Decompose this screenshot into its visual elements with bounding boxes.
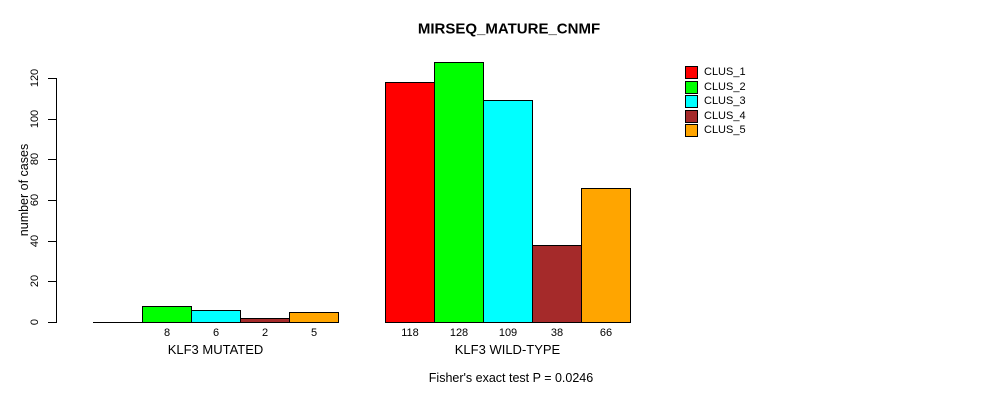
bar-value-label: 6 xyxy=(212,327,220,339)
legend-swatch xyxy=(685,124,698,137)
y-tick xyxy=(48,159,57,160)
bar-value-label: 2 xyxy=(261,327,269,339)
bar-value-label: 128 xyxy=(449,327,469,339)
legend-item: CLUS_2 xyxy=(685,80,746,94)
y-tick-label: 0 xyxy=(29,318,41,326)
bar xyxy=(385,82,435,323)
y-tick xyxy=(48,200,57,201)
bar xyxy=(289,312,339,323)
legend-item: CLUS_3 xyxy=(685,95,746,108)
y-tick-label: 120 xyxy=(29,68,41,88)
group-label: KLF3 WILD-TYPE xyxy=(454,342,561,357)
legend-item: CLUS_1 xyxy=(685,66,746,79)
bar xyxy=(191,310,241,323)
y-tick-label: 60 xyxy=(29,193,41,207)
y-tick xyxy=(48,241,57,242)
legend-label: CLUS_2 xyxy=(704,80,746,93)
legend-label: CLUS_1 xyxy=(704,66,746,78)
bar-value-label: 66 xyxy=(599,327,613,339)
bar-value-label: 38 xyxy=(550,327,564,339)
bar xyxy=(483,100,533,323)
legend-swatch xyxy=(685,109,698,123)
y-tick-label: 40 xyxy=(29,234,41,248)
bar xyxy=(93,322,143,323)
y-tick-label: 20 xyxy=(29,274,41,288)
legend: CLUS_1 CLUS_2 CLUS_3 CLUS_4 CLUS_5 xyxy=(685,66,746,137)
legend-label: CLUS_3 xyxy=(704,95,746,107)
bar-value-label: 8 xyxy=(163,327,171,339)
y-tick xyxy=(48,119,57,120)
chart-title: MIRSEQ_MATURE_CNMF xyxy=(417,20,601,38)
y-tick xyxy=(48,322,57,323)
legend-swatch xyxy=(685,95,698,108)
y-tick-label: 80 xyxy=(29,152,41,166)
y-tick-label: 100 xyxy=(29,109,41,129)
bar-value-label: 109 xyxy=(498,327,518,339)
legend-swatch xyxy=(685,66,698,79)
group-label: KLF3 MUTATED xyxy=(167,342,264,357)
y-tick xyxy=(48,281,57,282)
bar-value-label: 118 xyxy=(401,327,419,339)
legend-label: CLUS_4 xyxy=(704,109,746,122)
legend-item: CLUS_5 xyxy=(685,124,746,137)
legend-item: CLUS_4 xyxy=(685,109,746,123)
fisher-test-annotation: Fisher's exact test P = 0.0246 xyxy=(428,371,594,385)
bar-value-label: 5 xyxy=(310,327,318,339)
bar xyxy=(142,306,192,323)
bar xyxy=(240,318,290,323)
legend-swatch xyxy=(685,80,698,94)
bar xyxy=(581,188,631,323)
legend-label: CLUS_5 xyxy=(704,124,746,136)
y-tick xyxy=(48,78,57,79)
bar xyxy=(434,62,484,323)
bar xyxy=(532,245,582,323)
